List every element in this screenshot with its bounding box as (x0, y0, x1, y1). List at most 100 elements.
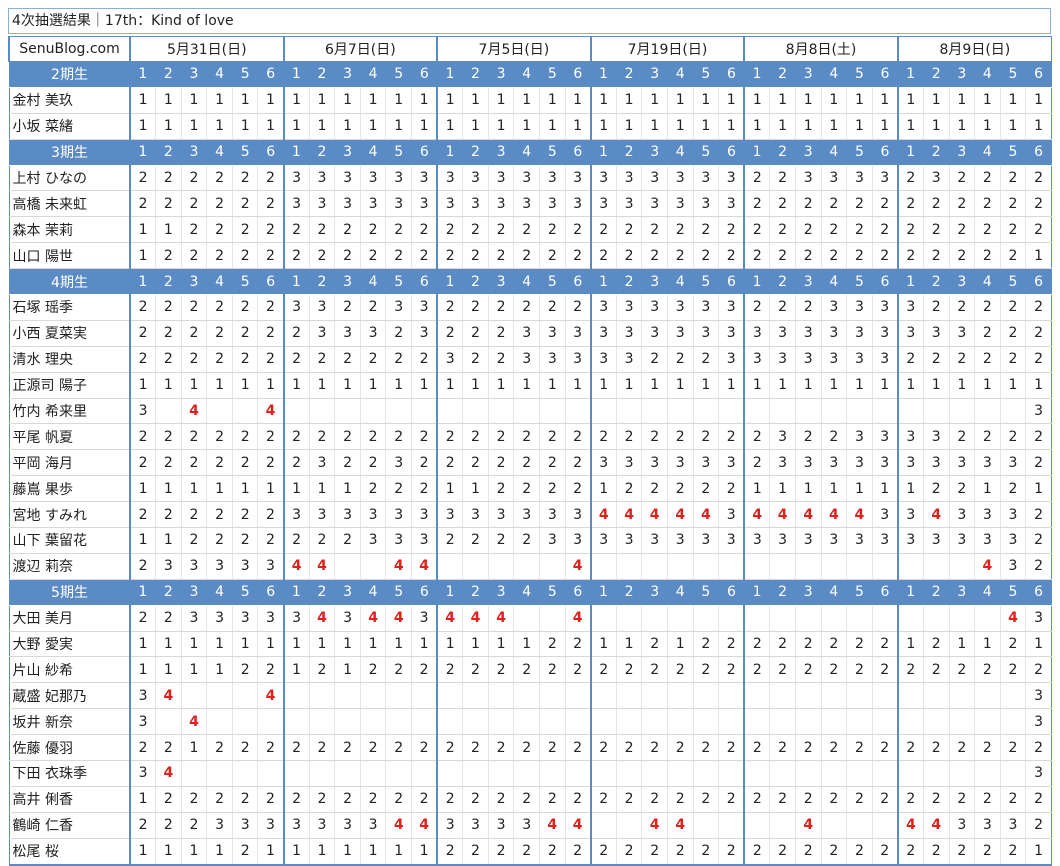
lottery-results-table: SenuBlog.com 5月31日(日) 6月7日(日) 7月5日(日) 7月19日(… (8, 36, 1052, 866)
slot-number: 3 (181, 268, 208, 296)
slot-number: 2 (616, 61, 643, 88)
slot-number: 3 (488, 579, 515, 606)
result-cell: 2 (360, 294, 387, 321)
slot-number: 1 (283, 268, 310, 296)
result-cell: 1 (949, 113, 976, 140)
result-cell: 2 (488, 320, 515, 347)
result-cell: 3 (360, 501, 387, 529)
result-cell: 1 (257, 838, 285, 866)
result-cell: 1 (334, 87, 361, 114)
result-cell: 2 (155, 786, 182, 813)
result-cell: 1 (257, 87, 285, 114)
result-cell: 2 (130, 320, 157, 347)
result-cell: 3 (360, 320, 387, 347)
result-cell: 2 (974, 656, 1001, 684)
member-name: 蔵盛 妃那乃 (8, 682, 131, 710)
result-cell (718, 553, 746, 580)
result-cell: 3 (872, 294, 899, 321)
result-cell: 2 (257, 190, 285, 218)
result-cell (232, 682, 259, 710)
result-cell: 3 (718, 527, 746, 554)
slot-number: 5 (1000, 139, 1027, 166)
slot-number: 2 (769, 268, 796, 296)
result-cell: 1 (437, 87, 464, 114)
result-cell (641, 682, 668, 710)
result-cell (539, 605, 566, 632)
result-cell: 2 (974, 294, 1001, 321)
result-cell: 3 (513, 165, 540, 192)
result-cell (488, 398, 515, 425)
slot-number: 5 (232, 61, 259, 88)
result-cell: 2 (232, 423, 259, 451)
result-cell: 2 (334, 423, 361, 451)
slot-number: 2 (309, 579, 336, 606)
result-cell: 3 (974, 812, 1001, 839)
result-cell (334, 708, 361, 736)
result-cell: 3 (769, 320, 796, 347)
member-row: 渡辺 莉奈 2 3 3 3 3 3 4 4 4 4 4 4 3 2 (8, 553, 1052, 580)
result-cell: 2 (232, 294, 259, 321)
result-cell (283, 760, 310, 787)
result-cell: 1 (437, 113, 464, 140)
result-cell: 1 (437, 475, 464, 503)
result-cell: 1 (821, 87, 848, 114)
result-cell: 2 (667, 423, 694, 451)
result-cell: 3 (488, 501, 515, 529)
result-cell: 2 (616, 423, 643, 451)
result-cell (744, 553, 771, 580)
result-cell: 2 (181, 812, 208, 839)
slot-number: 1 (130, 268, 157, 296)
result-cell: 2 (1025, 501, 1052, 529)
result-cell: 3 (462, 501, 489, 529)
result-cell: 3 (488, 165, 515, 192)
result-cell: 3 (616, 346, 643, 373)
result-cell: 3 (130, 708, 157, 736)
result-cell: 4 (590, 501, 617, 529)
result-cell: 3 (872, 527, 899, 554)
result-cell: 2 (232, 838, 259, 866)
result-cell: 1 (565, 87, 592, 114)
result-cell (769, 553, 796, 580)
slot-number: 6 (1025, 139, 1052, 166)
result-cell: 2 (616, 656, 643, 684)
member-name: 清水 理央 (8, 346, 131, 373)
result-cell: 2 (897, 190, 924, 218)
member-name: 藤嶌 果歩 (8, 475, 131, 503)
member-name: 渡辺 莉奈 (8, 553, 131, 580)
result-cell: 2 (513, 786, 540, 813)
result-cell: 3 (821, 527, 848, 554)
result-cell: 3 (309, 165, 336, 192)
result-cell: 2 (385, 786, 413, 813)
result-cell: 2 (616, 475, 643, 503)
result-cell: 2 (232, 501, 259, 529)
member-name: 小西 夏菜実 (8, 320, 131, 347)
result-cell (539, 760, 566, 787)
slot-number: 5 (693, 268, 720, 296)
result-cell: 3 (360, 527, 387, 554)
result-cell: 3 (616, 190, 643, 218)
result-cell (846, 605, 873, 632)
result-cell: 3 (923, 165, 950, 192)
result-cell: 3 (283, 294, 310, 321)
result-cell (795, 398, 822, 425)
result-cell: 1 (923, 113, 950, 140)
result-cell: 1 (974, 631, 1001, 658)
slot-number: 1 (744, 579, 771, 606)
result-cell: 2 (641, 423, 668, 451)
result-cell: 2 (795, 190, 822, 218)
result-cell: 2 (130, 423, 157, 451)
result-cell: 1 (411, 372, 439, 399)
result-cell: 1 (181, 475, 208, 503)
result-cell: 3 (1000, 553, 1027, 580)
result-cell: 2 (206, 527, 233, 554)
result-cell: 2 (590, 656, 617, 684)
result-cell: 3 (565, 190, 592, 218)
result-cell: 3 (130, 398, 157, 425)
result-cell: 2 (360, 656, 387, 684)
slot-number: 1 (437, 61, 464, 88)
result-cell (257, 708, 285, 736)
result-cell (232, 708, 259, 736)
result-cell: 3 (693, 527, 720, 554)
result-cell: 2 (232, 449, 259, 477)
result-cell (437, 553, 464, 580)
